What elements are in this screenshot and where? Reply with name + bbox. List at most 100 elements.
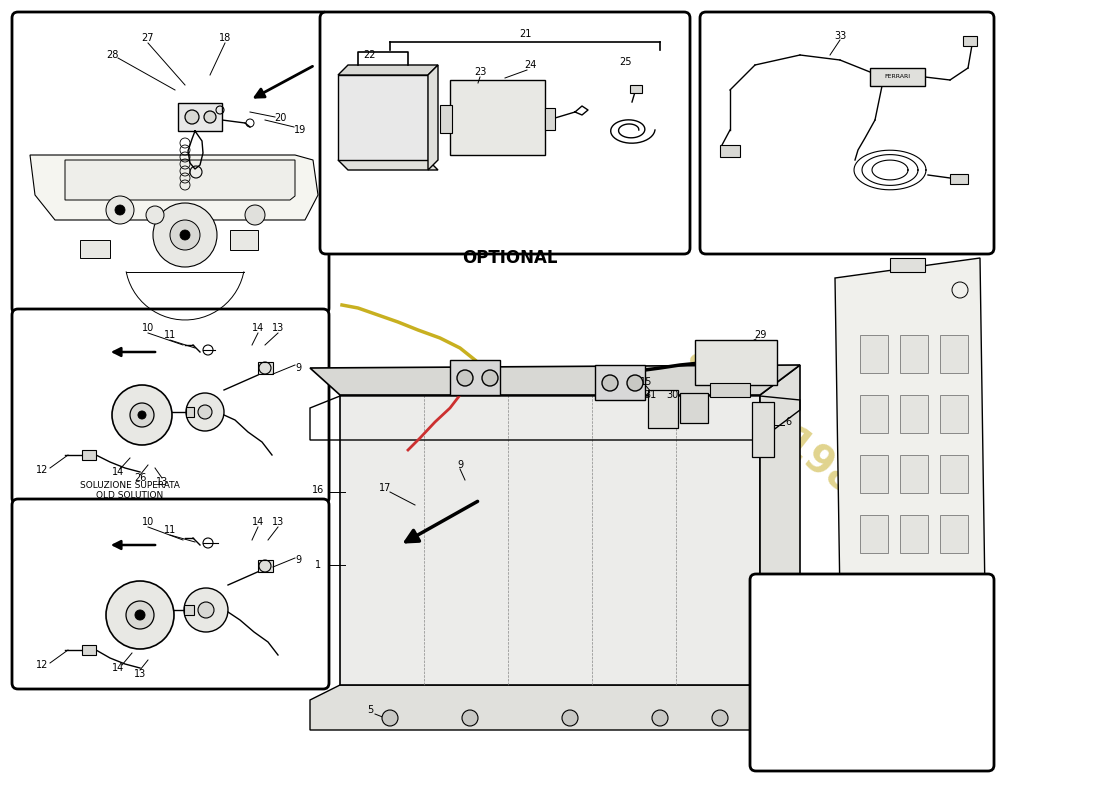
Text: 18: 18 — [219, 33, 231, 43]
Bar — [720, 145, 740, 157]
Text: 14: 14 — [112, 663, 124, 673]
Bar — [900, 335, 928, 373]
Circle shape — [135, 610, 145, 620]
Circle shape — [198, 405, 212, 419]
Text: 10: 10 — [142, 323, 154, 333]
Text: 13: 13 — [156, 477, 168, 487]
Circle shape — [712, 710, 728, 726]
Bar — [752, 402, 774, 457]
Circle shape — [130, 403, 154, 427]
Circle shape — [456, 370, 473, 386]
Circle shape — [602, 375, 618, 391]
Text: OPTIONAL: OPTIONAL — [462, 249, 558, 267]
Bar — [860, 515, 888, 553]
Bar — [860, 335, 888, 373]
FancyBboxPatch shape — [750, 574, 994, 771]
Bar — [870, 68, 925, 86]
Circle shape — [106, 581, 174, 649]
Bar — [258, 560, 273, 572]
Text: FERRARI: FERRARI — [884, 74, 910, 79]
Bar — [450, 80, 544, 155]
Text: 8: 8 — [840, 655, 846, 665]
Text: 11: 11 — [164, 525, 176, 535]
Text: 23: 23 — [474, 67, 486, 77]
Text: since 1985: since 1985 — [675, 342, 884, 518]
Bar — [940, 455, 968, 493]
Polygon shape — [428, 65, 438, 170]
Circle shape — [116, 205, 125, 215]
Text: 35: 35 — [842, 607, 855, 617]
Bar — [230, 230, 258, 250]
Polygon shape — [338, 160, 438, 170]
Bar — [680, 393, 708, 423]
Text: 19: 19 — [294, 125, 306, 135]
Polygon shape — [65, 160, 295, 200]
Circle shape — [652, 710, 668, 726]
Bar — [258, 362, 273, 374]
Text: passion for Ferrari: passion for Ferrari — [420, 502, 560, 618]
Bar — [950, 174, 968, 184]
Polygon shape — [310, 685, 800, 730]
Text: 13: 13 — [134, 669, 146, 679]
Bar — [962, 36, 977, 46]
Text: SOLUZIONE SUPERATA: SOLUZIONE SUPERATA — [80, 481, 180, 490]
Bar — [940, 515, 968, 553]
Circle shape — [112, 385, 172, 445]
Text: 33: 33 — [789, 607, 801, 617]
Text: 2: 2 — [840, 675, 846, 685]
Text: 32: 32 — [840, 615, 852, 625]
Text: 27: 27 — [142, 33, 154, 43]
Bar — [860, 455, 888, 493]
Text: 11: 11 — [164, 330, 176, 340]
Bar — [890, 258, 925, 272]
FancyBboxPatch shape — [12, 12, 329, 314]
Bar — [900, 395, 928, 433]
Text: 30: 30 — [666, 390, 678, 400]
Bar — [186, 407, 194, 417]
Text: 6: 6 — [785, 417, 791, 427]
Text: 28: 28 — [106, 50, 118, 60]
Circle shape — [562, 710, 578, 726]
Text: 9: 9 — [295, 363, 301, 373]
Circle shape — [153, 203, 217, 267]
Text: 12: 12 — [36, 465, 48, 475]
Circle shape — [462, 710, 478, 726]
Circle shape — [482, 370, 498, 386]
Bar — [710, 383, 750, 397]
Polygon shape — [340, 395, 760, 685]
Circle shape — [106, 196, 134, 224]
Text: 9: 9 — [456, 460, 463, 470]
Bar — [595, 365, 645, 400]
FancyBboxPatch shape — [700, 12, 994, 254]
Text: 5: 5 — [367, 705, 373, 715]
Circle shape — [627, 375, 644, 391]
Text: 14: 14 — [112, 467, 124, 477]
Circle shape — [185, 110, 199, 124]
Text: Vale per UK: Vale per UK — [832, 750, 892, 760]
Bar — [932, 744, 946, 754]
Text: OLD SOLUTION: OLD SOLUTION — [97, 490, 164, 499]
Bar — [630, 85, 642, 93]
Text: 12: 12 — [36, 660, 48, 670]
Text: 31: 31 — [644, 390, 656, 400]
FancyBboxPatch shape — [12, 309, 329, 504]
Text: 21: 21 — [519, 29, 531, 39]
Bar — [450, 360, 500, 395]
Text: 16: 16 — [312, 485, 324, 495]
Circle shape — [204, 111, 216, 123]
Circle shape — [245, 205, 265, 225]
Circle shape — [146, 206, 164, 224]
Circle shape — [184, 588, 228, 632]
Bar — [178, 103, 222, 131]
Text: 13: 13 — [272, 323, 284, 333]
Text: 34: 34 — [814, 592, 826, 602]
Text: 17: 17 — [378, 483, 392, 493]
Bar — [860, 395, 888, 433]
Text: 13: 13 — [272, 517, 284, 527]
Bar — [544, 108, 556, 130]
Bar — [940, 335, 968, 373]
Text: 25: 25 — [618, 57, 631, 67]
Bar — [845, 725, 896, 741]
Polygon shape — [338, 65, 438, 75]
FancyBboxPatch shape — [320, 12, 690, 254]
